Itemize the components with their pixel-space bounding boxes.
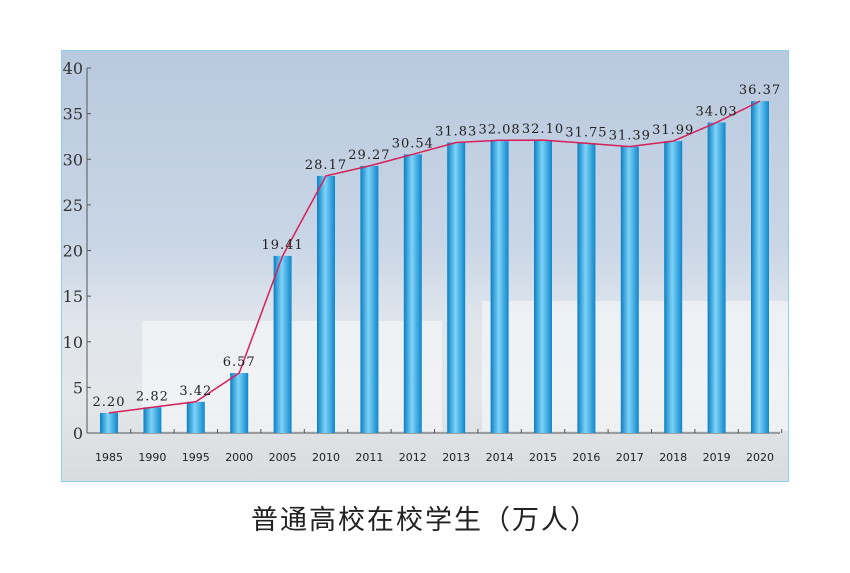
x-tick-label: 2016 [572, 451, 600, 464]
bar-2012 [403, 154, 422, 433]
y-tick-label: 35 [63, 105, 83, 124]
data-label: 31.83 [435, 125, 477, 140]
data-label: 32.10 [522, 122, 564, 137]
x-tick-label: 2018 [659, 451, 687, 464]
data-label: 2.82 [136, 389, 169, 404]
x-tick-label: 2000 [225, 451, 253, 464]
bar-1995 [186, 401, 205, 433]
x-tick-label: 1990 [138, 451, 166, 464]
x-tick-label: 2011 [355, 451, 383, 464]
y-tick-label: 40 [63, 59, 83, 78]
bar-2018 [664, 141, 683, 433]
data-label: 31.99 [652, 123, 694, 138]
data-label: 31.39 [609, 129, 651, 144]
y-tick-label: 10 [63, 333, 83, 352]
data-label: 28.17 [305, 158, 347, 173]
x-tick-label: 2014 [486, 451, 514, 464]
bar-2013 [447, 142, 466, 433]
data-label: 32.08 [478, 122, 520, 137]
data-label: 29.27 [348, 148, 390, 163]
bar-2011 [360, 165, 379, 433]
bar-1985 [100, 412, 118, 433]
x-tick-label: 1985 [95, 451, 123, 464]
y-tick-label: 5 [73, 378, 83, 397]
data-label: 36.37 [739, 83, 781, 98]
y-tick-label: 0 [73, 424, 83, 443]
data-label: 6.57 [223, 355, 256, 370]
bar-2016 [577, 143, 596, 433]
bar-2017 [620, 146, 639, 433]
x-tick-label: 2017 [616, 451, 644, 464]
x-tick-label: 2012 [399, 451, 427, 464]
data-label: 2.20 [93, 395, 126, 410]
bar-2015 [534, 140, 552, 433]
data-label: 19.41 [261, 238, 303, 253]
trend-line [108, 100, 761, 414]
data-label: 34.03 [695, 104, 737, 119]
y-tick-label: 15 [63, 287, 83, 306]
x-tick-label: 2010 [312, 451, 340, 464]
bar-2019 [707, 122, 726, 433]
y-tick-label: 25 [63, 196, 83, 215]
y-tick-label: 20 [63, 242, 83, 261]
y-tick-label: 30 [63, 150, 83, 169]
data-label: 31.75 [565, 125, 607, 140]
x-tick-label: 2020 [746, 451, 774, 464]
bar-2010 [317, 175, 335, 434]
x-tick-label: 2013 [442, 451, 470, 464]
x-tick-label: 2019 [703, 451, 731, 464]
x-tick-label: 1995 [182, 451, 210, 464]
bar-1990 [143, 407, 162, 433]
bar-2000 [230, 373, 249, 433]
bar-2020 [751, 101, 769, 433]
data-label: 3.42 [179, 384, 212, 399]
x-tick-label: 2015 [529, 451, 557, 464]
data-label: 30.54 [392, 136, 434, 151]
chart-title: 普通高校在校学生（万人） [251, 505, 599, 536]
bar-2014 [490, 140, 509, 433]
bar-2005 [273, 255, 292, 433]
x-tick-label: 2005 [269, 451, 297, 464]
